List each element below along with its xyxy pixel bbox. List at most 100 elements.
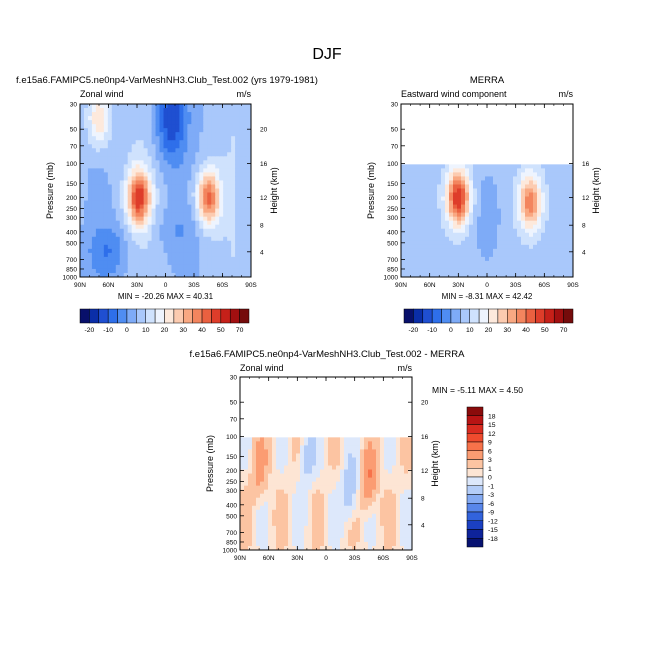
heatmap-cell xyxy=(332,409,337,414)
heatmap-cell xyxy=(457,156,462,161)
heatmap-cell xyxy=(505,244,510,250)
heatmap-cell xyxy=(465,188,470,194)
heatmap-cell xyxy=(163,124,169,129)
heatmap-cell xyxy=(203,236,208,242)
heatmap-cell xyxy=(187,268,192,274)
heatmap-cell xyxy=(545,112,550,117)
heatmap-cell xyxy=(521,136,526,141)
heatmap-cell xyxy=(517,152,522,157)
heatmap-cell xyxy=(541,116,546,121)
heatmap-cell xyxy=(223,136,228,141)
heatmap-cell xyxy=(199,228,204,234)
heatmap-cell xyxy=(215,228,220,234)
heatmap-cell xyxy=(207,128,212,133)
heatmap-cell xyxy=(235,108,240,113)
heatmap-cell xyxy=(477,140,482,145)
heatmap-cell xyxy=(409,140,414,145)
heatmap-cell xyxy=(328,481,333,487)
heatmap-cell xyxy=(244,517,249,523)
heatmap-cell xyxy=(493,160,498,165)
heatmap-cell xyxy=(195,108,200,113)
heatmap-cell xyxy=(243,224,248,230)
heatmap-cell xyxy=(429,156,434,161)
heatmap-cell xyxy=(316,533,321,539)
heatmap-cell xyxy=(99,220,105,226)
heatmap-cell xyxy=(429,112,434,117)
heatmap-cell xyxy=(505,128,510,133)
heatmap-cell xyxy=(489,236,494,242)
heatmap-cell xyxy=(489,272,494,277)
heatmap-cell xyxy=(203,252,208,258)
heatmap-cell xyxy=(167,140,173,145)
heatmap-cell xyxy=(151,216,157,222)
heatmap-cell xyxy=(151,236,157,242)
heatmap-cell xyxy=(219,108,224,113)
heatmap-cell xyxy=(80,224,85,230)
heatmap-cell xyxy=(272,397,277,402)
heatmap-cell xyxy=(87,192,93,198)
heatmap-cell xyxy=(473,136,478,141)
heatmap-cell xyxy=(308,521,313,527)
heatmap-cell xyxy=(336,541,341,547)
heatmap-cell xyxy=(175,156,181,161)
heatmap-cell xyxy=(296,405,301,410)
heatmap-cell xyxy=(457,188,462,194)
heatmap-cell xyxy=(95,208,101,214)
heatmap-cell xyxy=(437,172,442,178)
heatmap-cell xyxy=(99,192,105,198)
heatmap-cell xyxy=(187,228,192,234)
heatmap-cell xyxy=(215,224,220,230)
heatmap-cell xyxy=(533,128,538,133)
heatmap-cell xyxy=(477,124,482,129)
heatmap-cell xyxy=(260,493,265,499)
heatmap-cell xyxy=(143,152,149,157)
heatmap-cell xyxy=(324,465,329,471)
heatmap-cell xyxy=(288,477,293,483)
heatmap-cell xyxy=(143,272,149,277)
heatmap-panel-model: 3050701001502002503004005007008501000201… xyxy=(45,102,279,302)
heatmap-cell xyxy=(505,132,510,137)
heatmap-cell xyxy=(300,429,305,434)
heatmap-cell xyxy=(417,224,422,230)
heatmap-cell xyxy=(501,140,506,145)
heatmap-cell xyxy=(529,260,534,266)
heatmap-cell xyxy=(191,164,196,169)
heatmap-cell xyxy=(235,112,240,117)
heatmap-cell xyxy=(87,232,93,238)
heatmap-cell xyxy=(517,260,522,266)
heatmap-cell xyxy=(457,264,462,270)
heatmap-cell xyxy=(95,176,101,182)
heatmap-cell xyxy=(441,152,446,157)
heatmap-cell xyxy=(127,272,133,277)
heatmap-cell xyxy=(223,204,228,210)
heatmap-cell xyxy=(143,136,149,141)
heatmap-cell xyxy=(304,437,309,442)
heatmap-cell xyxy=(179,236,184,242)
heatmap-cell xyxy=(183,216,188,222)
heatmap-cell xyxy=(312,417,317,422)
heatmap-cell xyxy=(545,236,550,242)
heatmap-cell xyxy=(477,220,482,226)
heatmap-cell xyxy=(244,501,249,507)
heatmap-cell xyxy=(437,244,442,250)
heatmap-cell xyxy=(557,244,562,250)
heatmap-cell xyxy=(300,433,305,438)
heatmap-cell xyxy=(115,208,121,214)
heatmap-cell xyxy=(493,252,498,258)
heatmap-cell xyxy=(328,469,333,475)
heatmap-cell xyxy=(235,132,240,137)
heatmap-cell xyxy=(139,140,145,145)
heatmap-cell xyxy=(183,236,188,242)
heatmap-cell xyxy=(143,236,149,242)
heatmap-cell xyxy=(107,252,113,258)
heatmap-cell xyxy=(284,545,289,550)
heatmap-cell xyxy=(231,124,236,129)
heatmap-cell xyxy=(401,196,406,202)
heatmap-cell xyxy=(111,220,117,226)
heatmap-cell xyxy=(296,461,301,467)
heatmap-cell xyxy=(497,108,502,113)
heatmap-cell xyxy=(425,136,430,141)
heatmap-cell xyxy=(171,256,177,262)
heatmap-cell xyxy=(239,156,244,161)
y-right-tick-label: 12 xyxy=(260,195,268,202)
